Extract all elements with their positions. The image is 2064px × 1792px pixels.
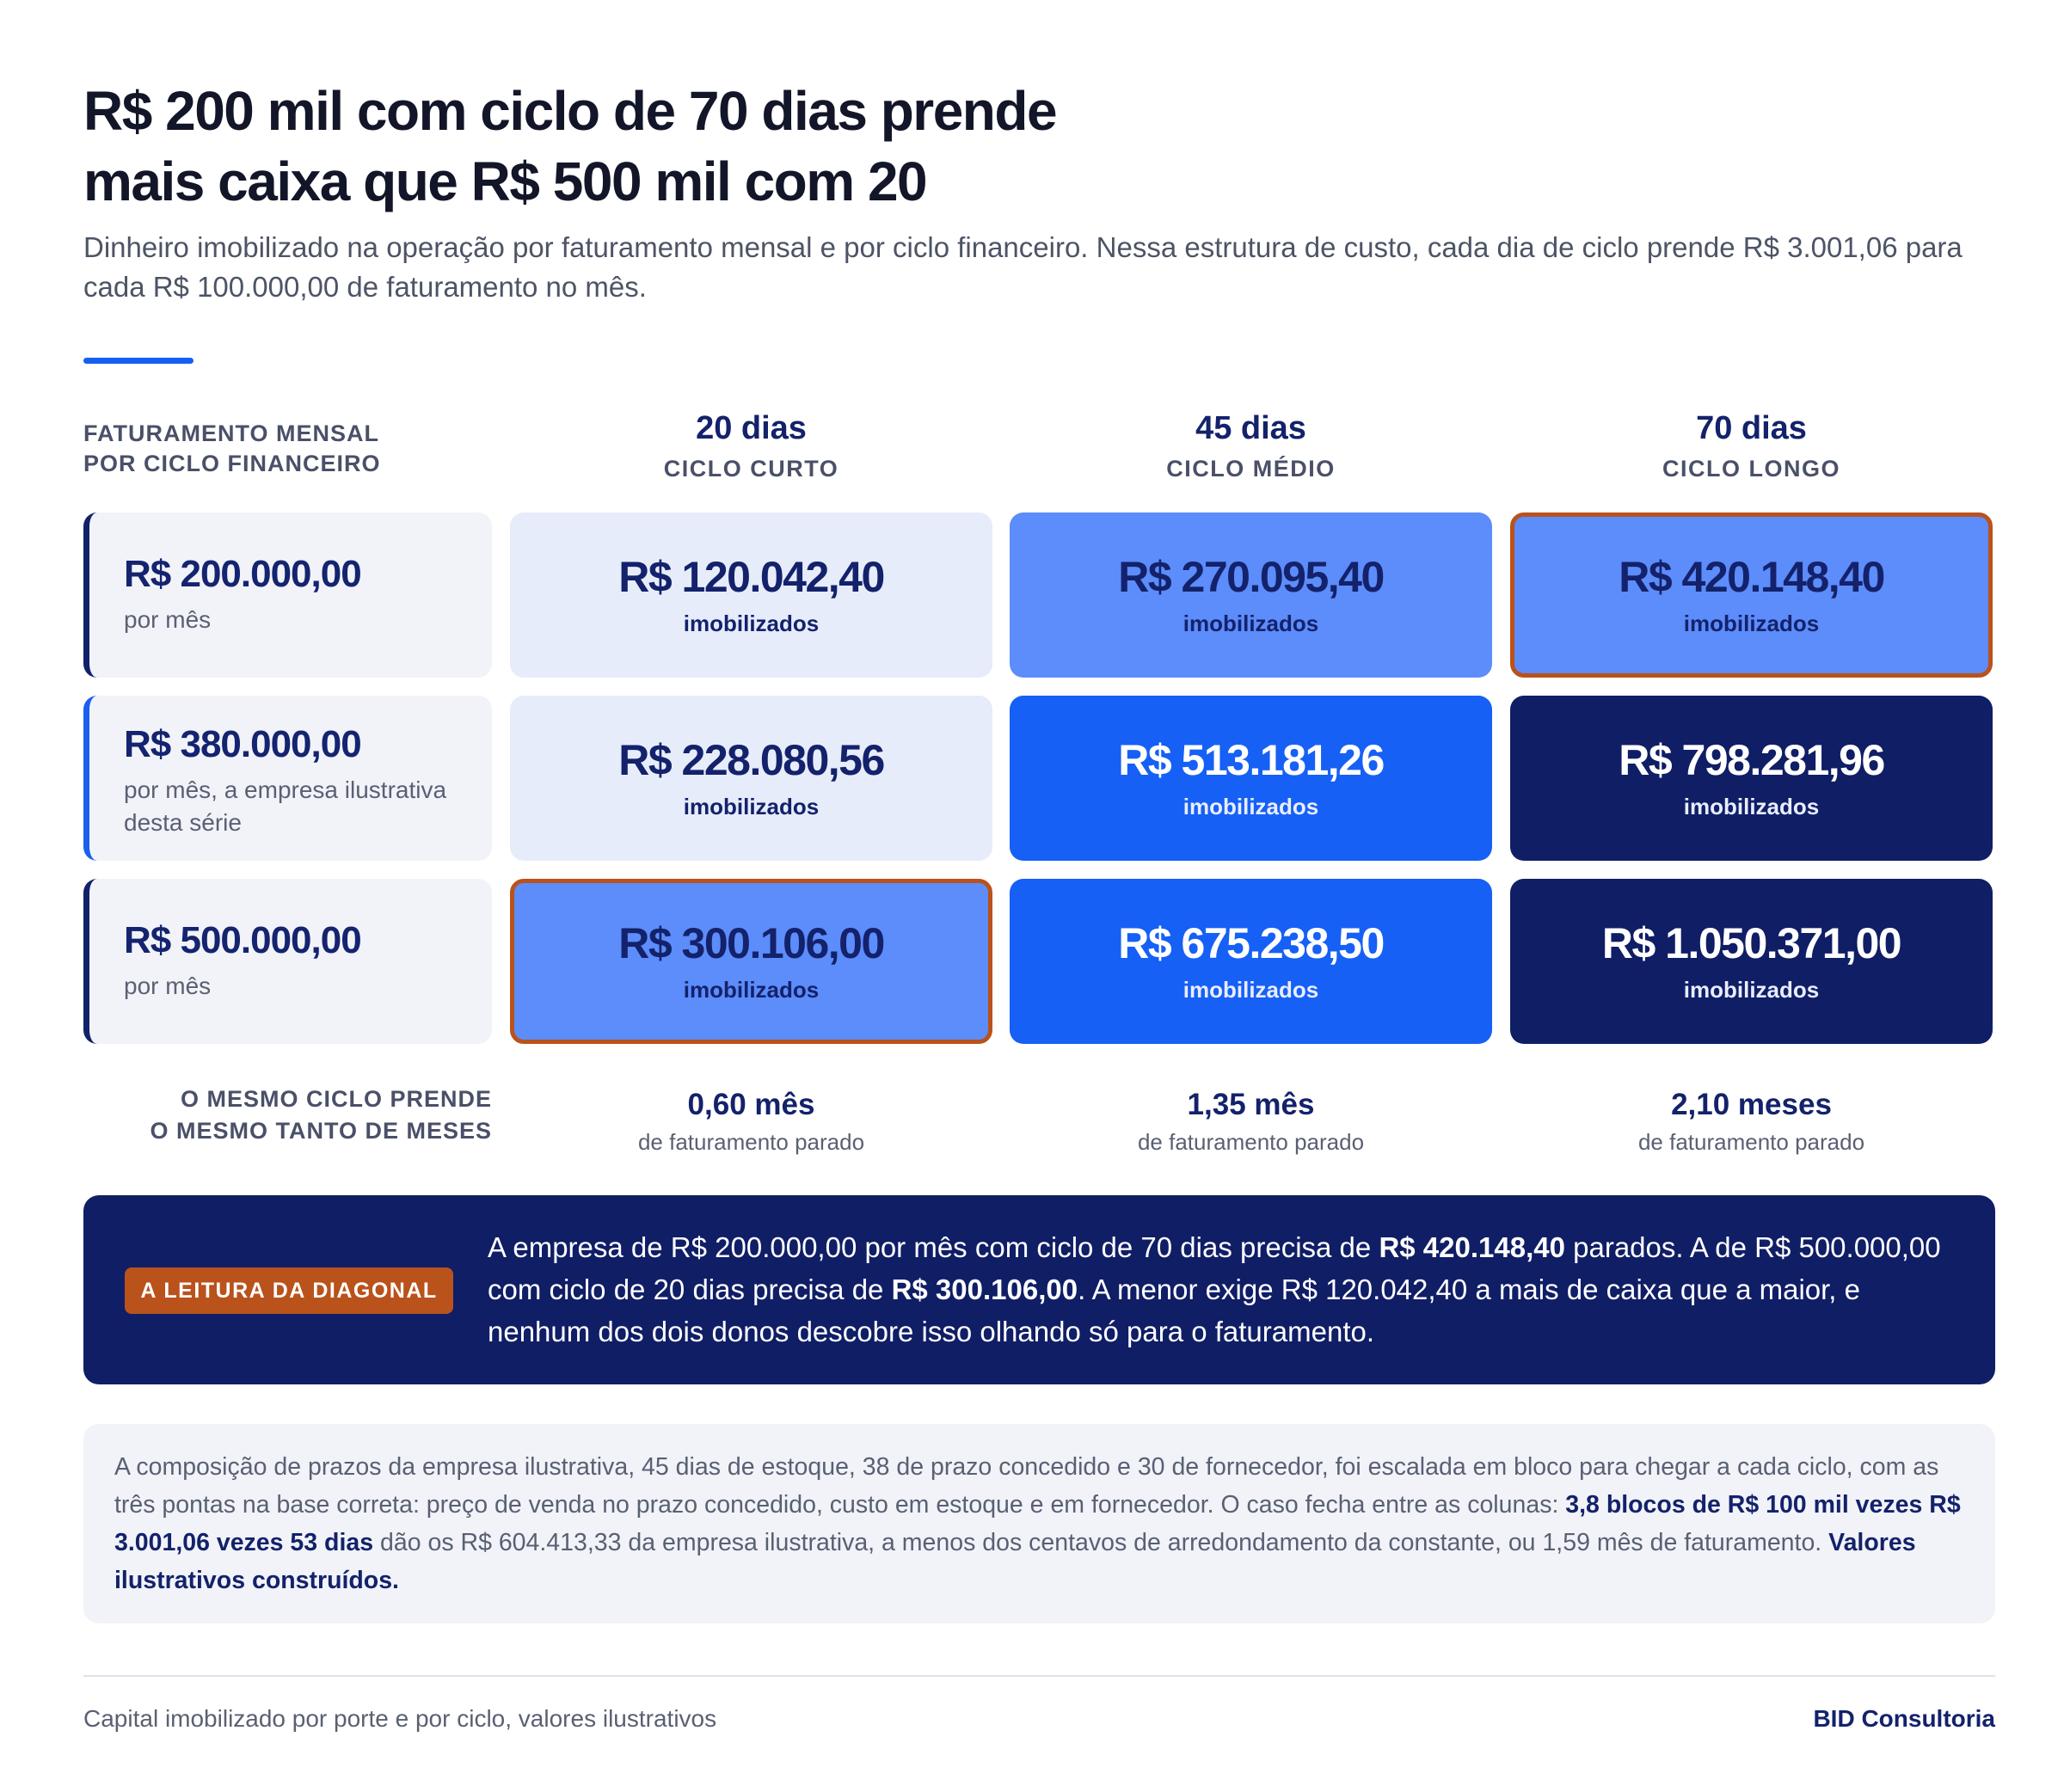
cell-label: imobilizados <box>1182 977 1319 1003</box>
row-note: por mês <box>124 973 212 999</box>
row-amount: R$ 200.000,00 <box>124 553 362 595</box>
heatmap-cell-highlighted: R$ 300.106,00 imobilizados <box>510 879 992 1044</box>
column-days: 20 dias <box>696 410 807 446</box>
cell-value: R$ 300.106,00 <box>618 919 885 967</box>
column-header-long: 70 dias CICLO LONGO <box>1510 406 1993 482</box>
months-value: 1,35 mês <box>1187 1088 1315 1121</box>
callout-text-part: parados. A de R$ 500.000,00 com ciclo de… <box>488 1231 1941 1305</box>
callout-text-part: A empresa de R$ 200.000,00 por mês com c… <box>488 1231 1379 1263</box>
footer-divider <box>83 1675 1995 1677</box>
cell-value: R$ 120.042,40 <box>618 553 885 601</box>
heatmap-cell: R$ 270.095,40 imobilizados <box>1010 512 1492 678</box>
column-days: 45 dias <box>1195 410 1306 446</box>
cell-value: R$ 228.080,56 <box>618 736 885 784</box>
callout-badge: A LEITURA DA DIAGONAL <box>125 1267 453 1314</box>
heatmap-cell: R$ 798.281,96 imobilizados <box>1510 696 1993 861</box>
months-row-label-line-2: O MESMO TANTO DE MESES <box>150 1118 492 1144</box>
months-value: 0,60 mês <box>687 1088 815 1121</box>
cell-label: imobilizados <box>683 611 820 636</box>
cell-label: imobilizados <box>683 977 820 1003</box>
footer-caption: Capital imobilizado por porte e por cicl… <box>83 1705 717 1732</box>
column-cycle: CICLO LONGO <box>1662 456 1840 482</box>
accent-rule <box>83 358 194 364</box>
callout-highlight-value: R$ 420.148,40 <box>1379 1231 1565 1263</box>
method-text-part: dão os R$ 604.413,33 da empresa ilustrat… <box>373 1529 1829 1556</box>
cell-label: imobilizados <box>1683 794 1820 819</box>
heatmap-cell-highlighted: R$ 420.148,40 imobilizados <box>1510 512 1993 678</box>
cell-label: imobilizados <box>1182 611 1319 636</box>
column-header-medium: 45 dias CICLO MÉDIO <box>1010 406 1492 482</box>
method-text-part: A composição de prazos da empresa ilustr… <box>114 1453 1939 1519</box>
months-row-label-line-1: O MESMO CICLO PRENDE <box>180 1086 492 1112</box>
footer-brand: BID Consultoria <box>1813 1705 1995 1732</box>
months-value: 2,10 meses <box>1671 1088 1832 1121</box>
months-summary-short: 0,60 mês de faturamento parado <box>510 1085 992 1157</box>
row-note: por mês, a empresa ilustrativa desta sér… <box>124 776 447 836</box>
heatmap-cell: R$ 120.042,40 imobilizados <box>510 512 992 678</box>
row-amount: R$ 500.000,00 <box>124 919 362 961</box>
column-days: 70 dias <box>1696 410 1807 446</box>
column-header-short: 20 dias CICLO CURTO <box>510 406 992 482</box>
row-header-200k: R$ 200.000,00 por mês <box>83 512 492 678</box>
title-line-2: mais caixa que R$ 500 mil com 20 <box>83 150 928 212</box>
heatmap-cell: R$ 1.050.371,00 imobilizados <box>1510 879 1993 1044</box>
corner-label-line-2: POR CICLO FINANCEIRO <box>83 451 381 476</box>
cell-value: R$ 675.238,50 <box>1118 919 1385 967</box>
heatmap-cell: R$ 228.080,56 imobilizados <box>510 696 992 861</box>
months-summary-long: 2,10 meses de faturamento parado <box>1510 1085 1993 1157</box>
cell-value: R$ 513.181,26 <box>1118 736 1385 784</box>
method-highlight: 3,8 blocos de R$ 100 mil vezes R$ 3.001,… <box>114 1491 1961 1556</box>
page-title: R$ 200 mil com ciclo de 70 dias prende m… <box>83 76 1373 217</box>
cell-value: R$ 1.050.371,00 <box>1601 919 1902 967</box>
diagonal-callout: A LEITURA DA DIAGONAL A empresa de R$ 20… <box>83 1195 1995 1384</box>
corner-label: FATURAMENTO MENSAL POR CICLO FINANCEIRO <box>83 419 381 479</box>
row-header-380k: R$ 380.000,00 por mês, a empresa ilustra… <box>83 696 492 861</box>
title-line-1: R$ 200 mil com ciclo de 70 dias prende <box>83 80 1058 142</box>
row-amount: R$ 380.000,00 <box>124 723 362 765</box>
callout-highlight-value: R$ 300.106,00 <box>891 1273 1078 1305</box>
months-row-label: O MESMO CICLO PRENDE O MESMO TANTO DE ME… <box>83 1083 492 1147</box>
methodology-note: A composição de prazos da empresa ilustr… <box>83 1424 1995 1623</box>
cell-value: R$ 798.281,96 <box>1619 736 1885 784</box>
cell-label: imobilizados <box>683 794 820 819</box>
months-caption: de faturamento parado <box>1137 1129 1365 1155</box>
page-subtitle: Dinheiro imobilizado na operação por fat… <box>83 231 1963 303</box>
cell-label: imobilizados <box>1683 977 1820 1003</box>
heatmap-cell: R$ 675.238,50 imobilizados <box>1010 879 1492 1044</box>
heatmap-cell: R$ 513.181,26 imobilizados <box>1010 696 1492 861</box>
months-caption: de faturamento parado <box>1637 1129 1865 1155</box>
months-caption: de faturamento parado <box>637 1129 865 1155</box>
column-cycle: CICLO MÉDIO <box>1166 456 1336 482</box>
cell-label: imobilizados <box>1683 611 1820 636</box>
callout-text-part: . A menor exige R$ 120.042,40 a mais de … <box>488 1273 1860 1347</box>
corner-label-line-1: FATURAMENTO MENSAL <box>83 420 379 446</box>
row-note: por mês <box>124 606 212 633</box>
cell-value: R$ 270.095,40 <box>1118 553 1385 601</box>
method-disclaimer: Valores ilustrativos construídos. <box>114 1529 1916 1594</box>
row-header-500k: R$ 500.000,00 por mês <box>83 879 492 1044</box>
cell-label: imobilizados <box>1182 794 1319 819</box>
months-summary-medium: 1,35 mês de faturamento parado <box>1010 1085 1492 1157</box>
cell-value: R$ 420.148,40 <box>1619 553 1885 601</box>
column-cycle: CICLO CURTO <box>663 456 839 482</box>
callout-text: A empresa de R$ 200.000,00 por mês com c… <box>488 1226 1967 1353</box>
